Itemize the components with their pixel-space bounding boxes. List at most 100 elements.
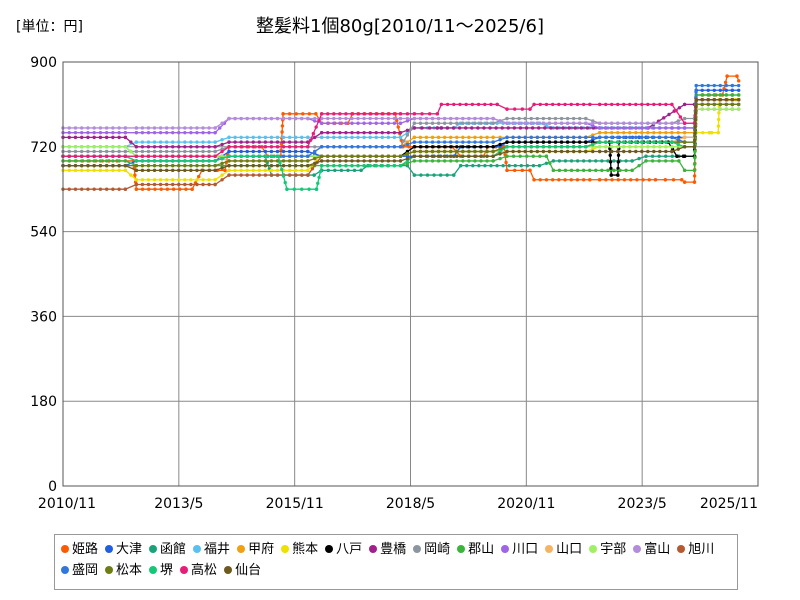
data-point xyxy=(111,130,115,135)
data-point xyxy=(92,187,96,191)
data-point xyxy=(319,154,324,158)
data-point xyxy=(380,163,384,168)
data-point xyxy=(430,121,435,125)
data-point xyxy=(398,130,403,135)
data-point xyxy=(445,102,450,107)
data-point xyxy=(213,145,217,149)
data-point xyxy=(439,102,444,107)
data-point xyxy=(98,159,103,163)
data-point xyxy=(569,178,573,182)
data-point xyxy=(306,163,310,168)
data-point xyxy=(682,102,687,107)
data-point xyxy=(694,111,698,115)
data-point xyxy=(657,154,661,158)
data-point xyxy=(311,131,316,136)
data-point xyxy=(159,187,163,191)
data-point xyxy=(73,163,78,168)
data-point xyxy=(398,163,403,168)
data-point xyxy=(594,159,598,163)
legend-marker xyxy=(149,566,158,574)
legend-item: 甲府 xyxy=(237,539,274,560)
data-point xyxy=(104,145,109,149)
data-point xyxy=(630,168,634,173)
data-point xyxy=(442,135,447,140)
data-point xyxy=(104,149,109,154)
data-point xyxy=(251,173,255,177)
data-point xyxy=(658,140,662,144)
data-point xyxy=(73,168,78,173)
data-point xyxy=(535,140,540,144)
data-point xyxy=(398,159,403,163)
data-point xyxy=(622,135,626,140)
data-point xyxy=(594,168,598,173)
data-point xyxy=(374,130,378,135)
data-point xyxy=(386,135,391,140)
data-point xyxy=(104,126,109,130)
data-point xyxy=(386,116,391,121)
data-point xyxy=(257,149,262,154)
data-point xyxy=(220,178,224,182)
data-point xyxy=(412,135,417,140)
series-4 xyxy=(61,97,741,163)
data-point xyxy=(658,145,662,149)
data-point xyxy=(529,116,533,121)
data-point xyxy=(300,116,304,121)
data-point xyxy=(171,154,175,158)
data-point xyxy=(314,112,318,116)
data-point xyxy=(201,145,205,149)
data-point xyxy=(505,135,509,140)
data-point xyxy=(134,187,139,191)
data-point xyxy=(541,116,546,121)
data-point xyxy=(287,112,292,116)
data-point xyxy=(442,154,447,158)
data-point xyxy=(251,116,255,121)
data-point xyxy=(195,178,199,182)
data-point xyxy=(104,135,109,140)
data-point xyxy=(692,180,697,184)
data-point xyxy=(573,126,577,130)
data-point xyxy=(553,149,558,154)
data-point xyxy=(73,154,78,158)
data-point xyxy=(269,163,274,168)
data-point xyxy=(563,159,568,163)
data-point xyxy=(338,130,342,135)
data-point xyxy=(700,107,704,111)
data-point xyxy=(300,159,304,163)
legend-item: 仙台 xyxy=(224,560,261,581)
data-point xyxy=(700,102,704,107)
data-point xyxy=(640,102,644,107)
data-point xyxy=(709,130,714,135)
legend-item: 堺 xyxy=(149,560,173,581)
data-point xyxy=(104,187,109,191)
data-point xyxy=(269,168,274,173)
data-point xyxy=(565,145,570,149)
data-point xyxy=(233,149,237,154)
data-point xyxy=(380,159,384,163)
data-point xyxy=(477,163,481,168)
data-point xyxy=(201,159,205,163)
data-point xyxy=(640,149,644,154)
data-point xyxy=(251,163,255,168)
data-point xyxy=(674,108,678,113)
data-point xyxy=(313,161,317,165)
data-point xyxy=(332,121,336,125)
data-point xyxy=(197,174,201,179)
legend-item: 郡山 xyxy=(457,539,494,560)
data-point xyxy=(177,168,181,173)
data-point xyxy=(189,140,193,144)
data-point xyxy=(220,142,224,147)
data-point xyxy=(680,178,684,182)
data-point xyxy=(233,116,237,121)
data-point xyxy=(152,178,157,182)
data-point xyxy=(269,140,274,144)
data-point xyxy=(183,168,187,173)
data-point xyxy=(280,167,284,172)
data-point xyxy=(622,121,626,125)
data-point xyxy=(177,140,181,144)
data-point xyxy=(80,187,84,191)
data-point xyxy=(559,145,564,149)
data-point xyxy=(184,187,188,191)
data-point xyxy=(591,135,595,140)
data-point xyxy=(591,123,595,128)
data-point xyxy=(438,173,443,177)
